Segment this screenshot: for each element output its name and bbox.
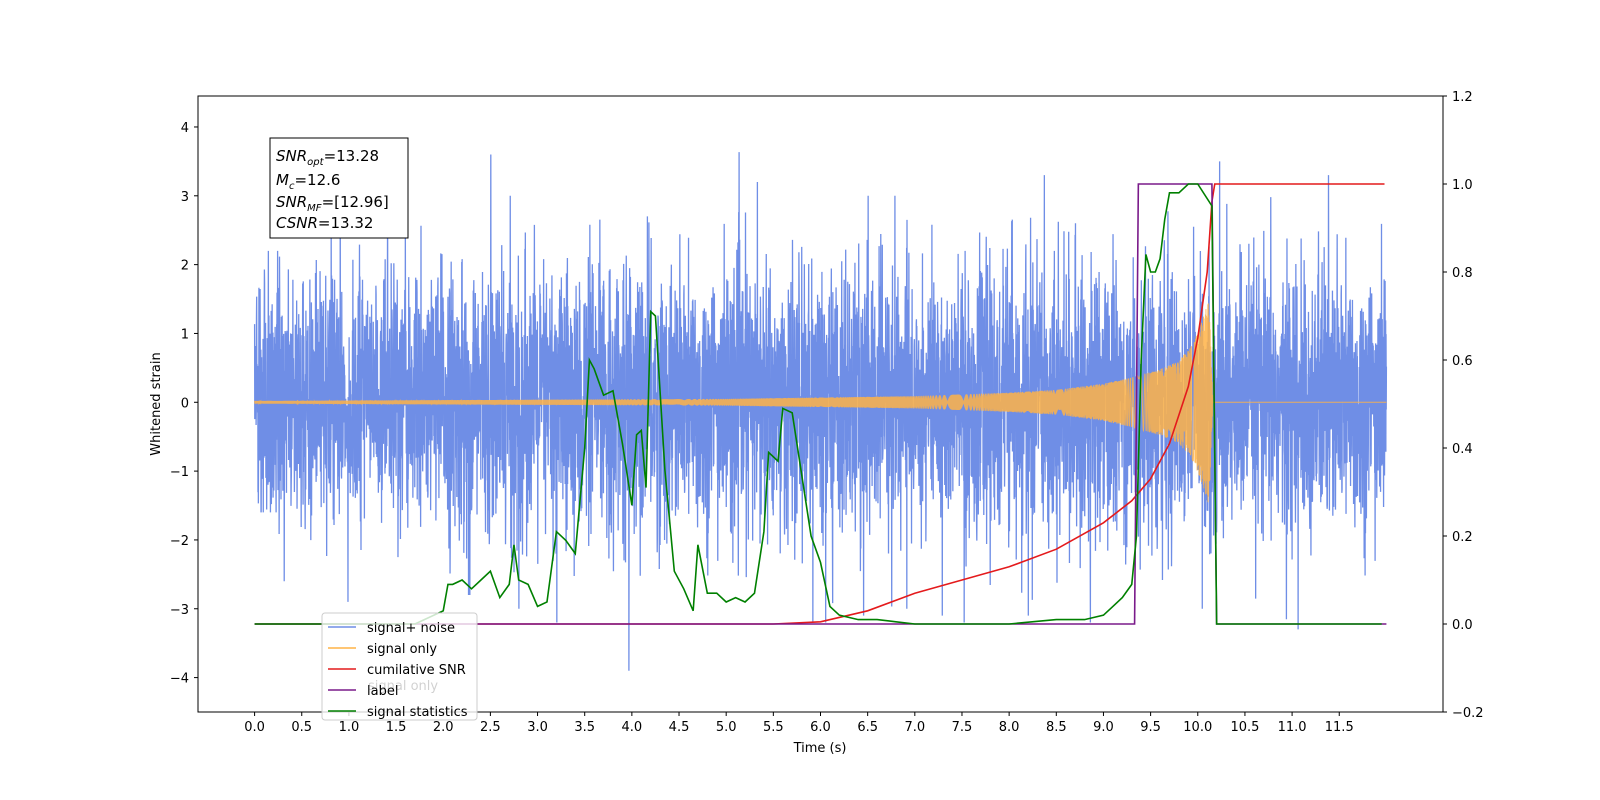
legend-label: cumilative SNR: [367, 663, 466, 678]
y-tick-label: −1: [170, 465, 189, 480]
annotation-csnr: CSNR=13.32: [276, 214, 373, 232]
x-tick-label: 9.5: [1140, 720, 1161, 735]
y2-tick-label: 1.0: [1452, 178, 1473, 193]
y2-tick-label: 0.4: [1452, 442, 1473, 457]
y-tick-label: −2: [170, 534, 189, 549]
x-tick-label: 8.5: [1046, 720, 1067, 735]
annotation-snr-opt: SNRopt=13.28: [276, 147, 379, 168]
x-axis-label: Time (s): [793, 741, 847, 756]
x-tick-label: 10.0: [1183, 720, 1212, 735]
annotation-box: SNRopt=13.28 Mc=12.6 SNRMF=[12.96] CSNR=…: [269, 137, 409, 239]
y-tick-label: −3: [170, 603, 189, 618]
legend-label: signal+ noise: [367, 621, 455, 636]
annotation-snr-mf: SNRMF=[12.96]: [276, 193, 389, 214]
y2-tick-label: 1.2: [1452, 90, 1473, 105]
x-tick-label: 5.5: [763, 720, 784, 735]
x-tick-label: 4.0: [622, 720, 643, 735]
annotation-mc: Mc=12.6: [276, 171, 340, 192]
y2-tick-label: 0.6: [1452, 354, 1473, 369]
y-tick-label: −4: [170, 672, 189, 687]
x-tick-label: 10.5: [1230, 720, 1259, 735]
x-tick-label: 3.5: [574, 720, 595, 735]
x-tick-label: 1.5: [386, 720, 407, 735]
x-tick-label: 0.0: [244, 720, 265, 735]
x-tick-label: 11.5: [1325, 720, 1354, 735]
x-axis: 0.0 0.5 1.0 1.5 2.0 2.5 3.0 3.5 4.0 4.5 5.0 5.5 6.0 6…: [244, 712, 1354, 735]
x-tick-label: 1.0: [339, 720, 360, 735]
x-tick-label: 8.0: [999, 720, 1020, 735]
x-tick-label: 9.0: [1093, 720, 1114, 735]
y2-tick-label: 0.2: [1452, 530, 1473, 545]
x-tick-label: 2.5: [480, 720, 501, 735]
x-tick-label: 7.0: [904, 720, 925, 735]
legend-hidden-label: signal only: [368, 679, 438, 694]
y-tick-label: 3: [181, 190, 189, 205]
legend-label: signal only: [367, 642, 437, 657]
y-tick-label: 4: [181, 121, 189, 136]
x-tick-label: 3.0: [527, 720, 548, 735]
x-tick-label: 5.0: [716, 720, 737, 735]
legend-label: signal statistics: [367, 705, 468, 720]
legend-label: label: [367, 684, 398, 699]
x-tick-label: 4.5: [669, 720, 690, 735]
y-tick-label: 2: [181, 259, 189, 274]
y2-tick-label: −0.2: [1452, 706, 1484, 721]
x-tick-label: 7.5: [952, 720, 973, 735]
x-tick-label: 6.5: [857, 720, 878, 735]
series-signal-statistics: [254, 183, 1382, 625]
y-tick-label: 1: [181, 327, 189, 342]
y-tick-label: 0: [181, 396, 189, 411]
y-axis-left: −4 −3 −2 −1 0 1 2 3 4: [170, 121, 198, 687]
series-cumulative-snr: [254, 183, 1385, 625]
y-axis-label: Whitened strain: [149, 352, 164, 455]
x-tick-label: 2.0: [433, 720, 454, 735]
y2-tick-label: 0.0: [1452, 618, 1473, 633]
series-signal-only: [254, 303, 1387, 503]
x-tick-label: 11.0: [1278, 720, 1307, 735]
x-tick-label: 6.0: [810, 720, 831, 735]
y2-tick-label: 0.8: [1452, 266, 1473, 281]
y-axis-right: −0.2 0.0 0.2 0.4 0.6 0.8 1.0 1.2: [1443, 90, 1484, 721]
x-tick-label: 0.5: [291, 720, 312, 735]
